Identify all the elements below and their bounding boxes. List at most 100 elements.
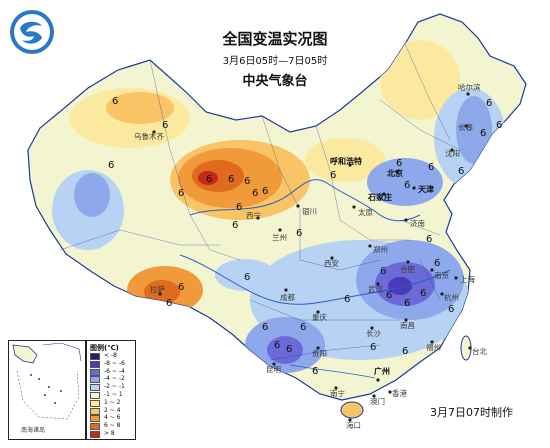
yellow-river [189, 179, 421, 222]
value-label: 6 [344, 294, 350, 305]
value-label: 6 [404, 298, 410, 309]
city-label: 南京 [434, 270, 449, 280]
value-label: 6 [312, 366, 318, 377]
cold-zone-northeast-core [456, 96, 492, 164]
value-label: 6 [178, 188, 184, 199]
city-label: 天津 [418, 184, 434, 194]
legend-title: 图例(℃) [90, 344, 119, 352]
cold-zone-west-core [74, 173, 110, 217]
warm-zone-tibet-core [144, 280, 180, 304]
production-time: 3月7日07时制作 [430, 406, 513, 419]
legend-label: 2 ~ 4 [104, 406, 121, 414]
value-label: 6 [420, 288, 426, 299]
city-label: 南昌 [400, 320, 415, 330]
value-label: 6 [402, 346, 408, 357]
legend-label: 4 ~ 6 [104, 414, 121, 422]
value-label: 6 [244, 272, 250, 283]
value-label: 6 [496, 120, 502, 131]
value-label: 6 [108, 160, 114, 171]
value-label: 6 [458, 166, 464, 177]
legend-swatch [90, 368, 100, 376]
legend-label: > 8 [104, 430, 115, 437]
city-label: 澳门 [370, 396, 385, 406]
legend-item: 2 ~ 4 [90, 406, 134, 415]
hot-zone-max [198, 171, 218, 185]
legend-label: -4 ~ -2 [104, 375, 125, 383]
city-label: 哈尔滨 [458, 82, 481, 92]
legend-swatch [90, 407, 100, 415]
value-label: 6 [480, 128, 486, 139]
city-label: 昆明 [266, 365, 281, 374]
value-label: 6 [434, 258, 440, 269]
legend-swatch [90, 399, 100, 407]
legend-label: -8 ~ -6 [104, 359, 125, 367]
city-label: 沈阳 [445, 148, 460, 158]
legend-swatch [90, 423, 100, 431]
legend-label: -1 ~ 1 [104, 391, 123, 398]
value-label: 6 [162, 120, 168, 131]
legend-item: -4 ~ -2 [90, 375, 134, 384]
pearl-river [289, 364, 376, 379]
city-label: 北京 [387, 168, 403, 178]
hainan-island [340, 401, 364, 419]
city-label: 合肥 [400, 264, 415, 274]
value-label: 6 [206, 174, 212, 185]
value-label: 6 [232, 220, 238, 231]
cold-zone-yunnan-core [267, 336, 303, 364]
time-range: 3月6日05时—7日05时 [222, 56, 328, 67]
value-label: 6 [486, 98, 492, 109]
city-label: 银川 [302, 207, 317, 216]
city-label: 济南 [410, 218, 425, 228]
city-label: 长春 [458, 122, 473, 132]
value-label: 6 [166, 298, 172, 309]
city-label: 海口 [346, 420, 361, 430]
city-label: 香港 [392, 388, 407, 398]
city-label: 贵阳 [312, 348, 327, 358]
legend-label: < -8 [104, 352, 117, 359]
value-label: 6 [112, 96, 118, 107]
value-label: 6 [178, 282, 184, 293]
legend-label: -6 ~ -4 [104, 367, 125, 375]
cold-zone-sichuan [215, 259, 275, 291]
legend-swatch [90, 415, 100, 423]
legend-label: 6 ~ 8 [104, 422, 121, 430]
city-label: 长沙 [366, 328, 381, 338]
city-label: 石家庄 [367, 192, 392, 202]
legend-label: 1 ~ 2 [104, 398, 121, 406]
city-label: 成都 [280, 292, 295, 302]
city-markers [152, 92, 472, 422]
legend-swatch [90, 360, 100, 368]
legend-item: 1 ~ 2 [90, 398, 134, 407]
value-label: 6 [380, 266, 386, 277]
value-label: 6 [386, 290, 392, 301]
organization-name: 中央气象台 [242, 74, 308, 89]
legend-swatch [90, 353, 100, 360]
value-label: 6 [404, 180, 410, 191]
legend-item: < -8 [90, 352, 134, 360]
city-label: 太原 [358, 207, 373, 217]
value-label: 6 [448, 304, 454, 315]
legend-item: 6 ~ 8 [90, 422, 134, 431]
legend-swatch [90, 392, 100, 399]
value-label: 6 [252, 188, 258, 199]
legend-item: -6 ~ -4 [90, 367, 134, 376]
warm-zone-north [305, 138, 385, 182]
legend-label: -2 ~ -1 [104, 383, 125, 391]
city-label: 拉萨 [150, 284, 165, 294]
value-label: 6 [296, 228, 302, 239]
inset-label: 南海诸岛 [21, 427, 46, 434]
legend-item: -8 ~ -6 [90, 359, 134, 368]
value-label: 6 [330, 170, 336, 181]
city-label: 台北 [472, 346, 487, 356]
cold-zone-north-china [367, 158, 443, 206]
value-label: 6 [274, 340, 280, 351]
cma-logo-icon [10, 10, 54, 54]
city-label: 武汉 [368, 284, 383, 294]
legend-item: -1 ~ 1 [90, 391, 134, 399]
south-china-sea-inset: 南海诸岛 [8, 340, 86, 440]
value-label: 6 [396, 158, 402, 169]
legend-swatch [90, 376, 100, 384]
city-label: 郑州 [373, 244, 388, 254]
